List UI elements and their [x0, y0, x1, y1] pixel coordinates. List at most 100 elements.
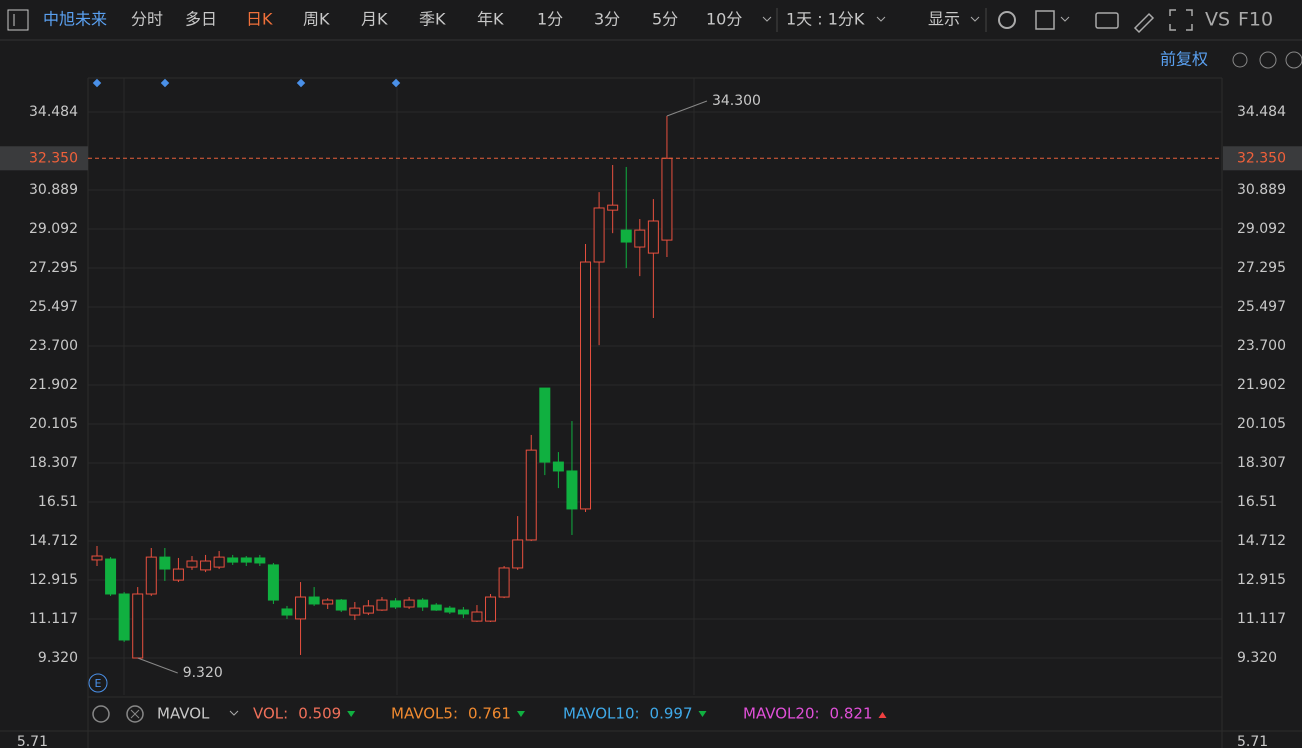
- candle-body: [145, 556, 157, 595]
- fullscreen-icon[interactable]: [1169, 9, 1193, 31]
- y-tick-label: 9.320: [38, 650, 78, 666]
- candle-body: [634, 229, 646, 248]
- tab[interactable]: 季K: [419, 10, 446, 29]
- candle-body: [376, 599, 388, 611]
- pen-icon[interactable]: [1133, 12, 1155, 34]
- candle-body: [308, 596, 320, 605]
- y-tick-label: 16.51: [38, 494, 78, 510]
- tab[interactable]: 多日: [185, 10, 217, 29]
- indicator-value: 0.821: [830, 705, 873, 723]
- settings-icon[interactable]: [998, 11, 1016, 29]
- y-tick-label: 14.712: [29, 533, 78, 549]
- zoom-out-icon[interactable]: [1259, 51, 1277, 69]
- event-marker[interactable]: [160, 78, 170, 88]
- candle-body: [457, 609, 469, 615]
- y-tick-label: 14.712: [1237, 533, 1286, 549]
- candle-body: [620, 229, 632, 243]
- y-tick-label: 12.915: [29, 572, 78, 588]
- indicator-value: 0.997: [650, 705, 693, 723]
- chevron[interactable]: [876, 16, 886, 22]
- y-tick-label: 20.105: [1237, 416, 1286, 432]
- tab[interactable]: 5分: [652, 10, 678, 29]
- candle-body: [159, 556, 171, 570]
- close-icon: [130, 709, 140, 719]
- chevron[interactable]: [1060, 16, 1070, 22]
- period[interactable]: 1天 : 1分K: [786, 10, 865, 29]
- display[interactable]: 显示: [928, 10, 960, 29]
- tab[interactable]: 周K: [303, 10, 330, 29]
- tab[interactable]: 月K: [361, 10, 388, 29]
- indicator-label: MAVOL20:: [743, 705, 820, 723]
- volume-tick: 5.71: [17, 734, 48, 748]
- candle-body: [105, 558, 117, 595]
- symbol[interactable]: 中旭未来: [43, 10, 107, 29]
- candle-body: [498, 567, 510, 598]
- candle-body: [403, 599, 415, 608]
- y-tick-label: 27.295: [29, 260, 78, 276]
- y-tick-label: 23.700: [29, 338, 78, 354]
- candle-body: [91, 555, 103, 561]
- indicator-values: VOL: 0.509 MAVOL5: 0.761 MAVOL10: 0.997 MAVOL2…: [253, 705, 887, 723]
- indicator-label: MAVOL10:: [563, 705, 640, 723]
- trend-arrow: [698, 711, 707, 717]
- candle-body: [200, 560, 212, 571]
- tab[interactable]: 日K: [246, 10, 273, 29]
- e-icon[interactable]: [88, 673, 108, 693]
- event-marker[interactable]: [391, 78, 401, 88]
- y-tick-label: 30.889: [1237, 182, 1286, 198]
- candle-body: [485, 596, 497, 622]
- candle-body: [661, 157, 673, 241]
- tab[interactable]: 1分: [537, 10, 563, 29]
- y-tick-label: 18.307: [1237, 455, 1286, 471]
- trend-arrow: [878, 712, 887, 718]
- e-icon: E: [95, 677, 102, 690]
- y-tick-label: 20.105: [29, 416, 78, 432]
- tab[interactable]: 10分: [706, 10, 742, 29]
- settings-icon[interactable]: [92, 705, 110, 723]
- chevron[interactable]: [970, 16, 980, 22]
- tab[interactable]: 分时: [131, 10, 163, 29]
- y-tick-label: 25.497: [29, 299, 78, 315]
- trend-arrow: [347, 711, 356, 717]
- y-tick-label: 30.889: [29, 182, 78, 198]
- annotation: 9.320: [183, 665, 223, 681]
- candle-body: [607, 204, 619, 211]
- event-marker[interactable]: [296, 78, 306, 88]
- indicator-value: 0.509: [298, 705, 341, 723]
- candle-body: [552, 461, 564, 472]
- candle-body: [444, 607, 456, 613]
- candle-body: [525, 449, 537, 541]
- candle-body: [390, 600, 402, 608]
- candle-body: [132, 593, 144, 659]
- candle-body: [295, 596, 307, 620]
- indicator-name[interactable]: MAVOL: [157, 705, 210, 723]
- price-adjust[interactable]: 前复权: [1160, 50, 1208, 69]
- f10[interactable]: F10: [1238, 9, 1273, 31]
- event-markers: [92, 78, 401, 88]
- vs[interactable]: VS: [1205, 9, 1230, 31]
- annotation-leader: [666, 100, 708, 117]
- chevron[interactable]: [762, 16, 772, 22]
- candle-body: [512, 539, 524, 569]
- candle-body: [430, 604, 442, 611]
- layout-icon[interactable]: [1035, 10, 1055, 30]
- event-marker[interactable]: [92, 78, 102, 88]
- y-tick-label: 18.307: [29, 455, 78, 471]
- y-tick-label: 9.320: [1237, 650, 1277, 666]
- tab[interactable]: 年K: [477, 10, 504, 29]
- undo-icon[interactable]: [1232, 52, 1248, 68]
- candle-body: [335, 599, 347, 611]
- tab[interactable]: 3分: [594, 10, 620, 29]
- camera-icon[interactable]: [1095, 12, 1119, 29]
- close-icon[interactable]: [126, 705, 144, 723]
- candle-body: [186, 560, 198, 568]
- candle-body: [566, 470, 578, 510]
- current-price-label: 32.350: [1237, 150, 1286, 166]
- y-tick-label: 21.902: [29, 377, 78, 393]
- y-tick-label: 29.092: [29, 221, 78, 237]
- zoom-in-icon[interactable]: [1285, 51, 1302, 69]
- menu-icon[interactable]: [7, 9, 29, 31]
- chevron[interactable]: [229, 710, 239, 716]
- candle-body: [362, 605, 374, 614]
